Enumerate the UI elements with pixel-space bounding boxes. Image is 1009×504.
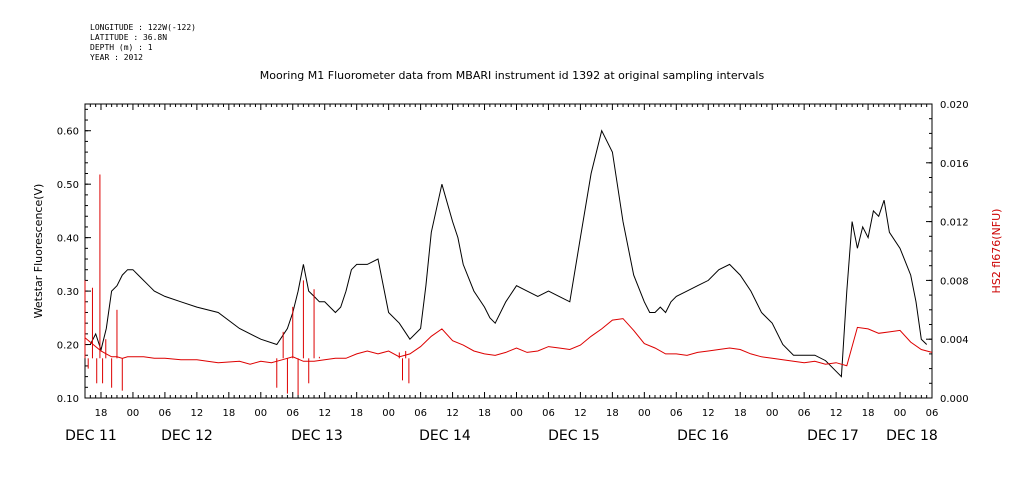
y-right-tick-label: 0.012 (940, 218, 969, 229)
x-hour-label: 18 (95, 408, 108, 419)
x-hour-label: 12 (446, 408, 459, 419)
header-meta: LONGITUDE : 122W(-122) LATITUDE : 36.8N … (90, 23, 196, 62)
x-hour-label: 00 (510, 408, 523, 419)
y-right-tick-label: 0.008 (940, 276, 969, 287)
x-hour-label: 00 (894, 408, 907, 419)
y-left-tick-label: 0.40 (57, 234, 79, 245)
x-date-label: DEC 18 (886, 428, 938, 444)
y-right-tick-label: 0.004 (940, 335, 969, 346)
x-hour-label: 12 (574, 408, 587, 419)
x-date-label: DEC 13 (291, 428, 343, 444)
x-hour-label: 12 (191, 408, 204, 419)
y-left-tick-label: 0.50 (57, 180, 79, 191)
x-hour-label: 06 (286, 408, 299, 419)
y-left-tick-label: 0.60 (57, 127, 79, 138)
x-hour-label: 00 (766, 408, 779, 419)
y-right-tick-label: 0.000 (940, 394, 969, 405)
x-hour-label: 00 (127, 408, 140, 419)
y-axis-right-label: HS2 fl676(NFU) (990, 209, 1003, 294)
axes-ticks: 18 00 06 12 18 00 06 12 18 00 06 12 18 00 06 12 18 00 06 12… (57, 100, 969, 444)
data-series (84, 129, 933, 396)
meta-longitude: LONGITUDE : 122W(-122) (90, 23, 196, 32)
x-date-label: DEC 15 (548, 428, 600, 444)
y-left-tick-label: 0.20 (57, 341, 79, 352)
x-date-label: DEC 11 (65, 428, 117, 444)
x-hour-label: 06 (670, 408, 683, 419)
x-hour-label: 18 (734, 408, 747, 419)
x-hour-label: 12 (702, 408, 715, 419)
x-hour-label: 00 (254, 408, 267, 419)
y-right-tick-label: 0.016 (940, 159, 969, 170)
x-hour-label: 06 (798, 408, 811, 419)
x-hour-label: 00 (638, 408, 651, 419)
y-left-tick-label: 0.10 (57, 394, 79, 405)
meta-year: YEAR : 2012 (90, 53, 143, 62)
meta-depth: DEPTH (m) : 1 (90, 43, 153, 52)
x-date-label: DEC 12 (161, 428, 213, 444)
x-hour-label: 18 (606, 408, 619, 419)
y-axis-left-label: Wetstar Fluorescence(V) (32, 184, 45, 319)
x-date-label: DEC 14 (419, 428, 471, 444)
x-hour-label: 06 (159, 408, 172, 419)
y-right-tick-label: 0.020 (940, 100, 969, 111)
x-date-label: DEC 16 (677, 428, 729, 444)
x-hour-label: 18 (350, 408, 363, 419)
x-date-label: DEC 17 (807, 428, 859, 444)
meta-latitude: LATITUDE : 36.8N (90, 33, 167, 42)
x-hour-label: 18 (478, 408, 491, 419)
y-left-tick-label: 0.30 (57, 287, 79, 298)
chart-title: Mooring M1 Fluorometer data from MBARI i… (260, 69, 765, 82)
x-hour-label: 06 (414, 408, 427, 419)
x-hour-label: 06 (926, 408, 939, 419)
x-hour-label: 00 (382, 408, 395, 419)
hs2-series-line (84, 318, 933, 367)
x-hour-label: 12 (318, 408, 331, 419)
wetstar-series-line (89, 129, 928, 378)
x-hour-label: 12 (830, 408, 843, 419)
plot-frame (84, 103, 933, 399)
x-hour-label: 06 (542, 408, 555, 419)
x-hour-label: 18 (222, 408, 235, 419)
x-hour-label: 18 (862, 408, 875, 419)
